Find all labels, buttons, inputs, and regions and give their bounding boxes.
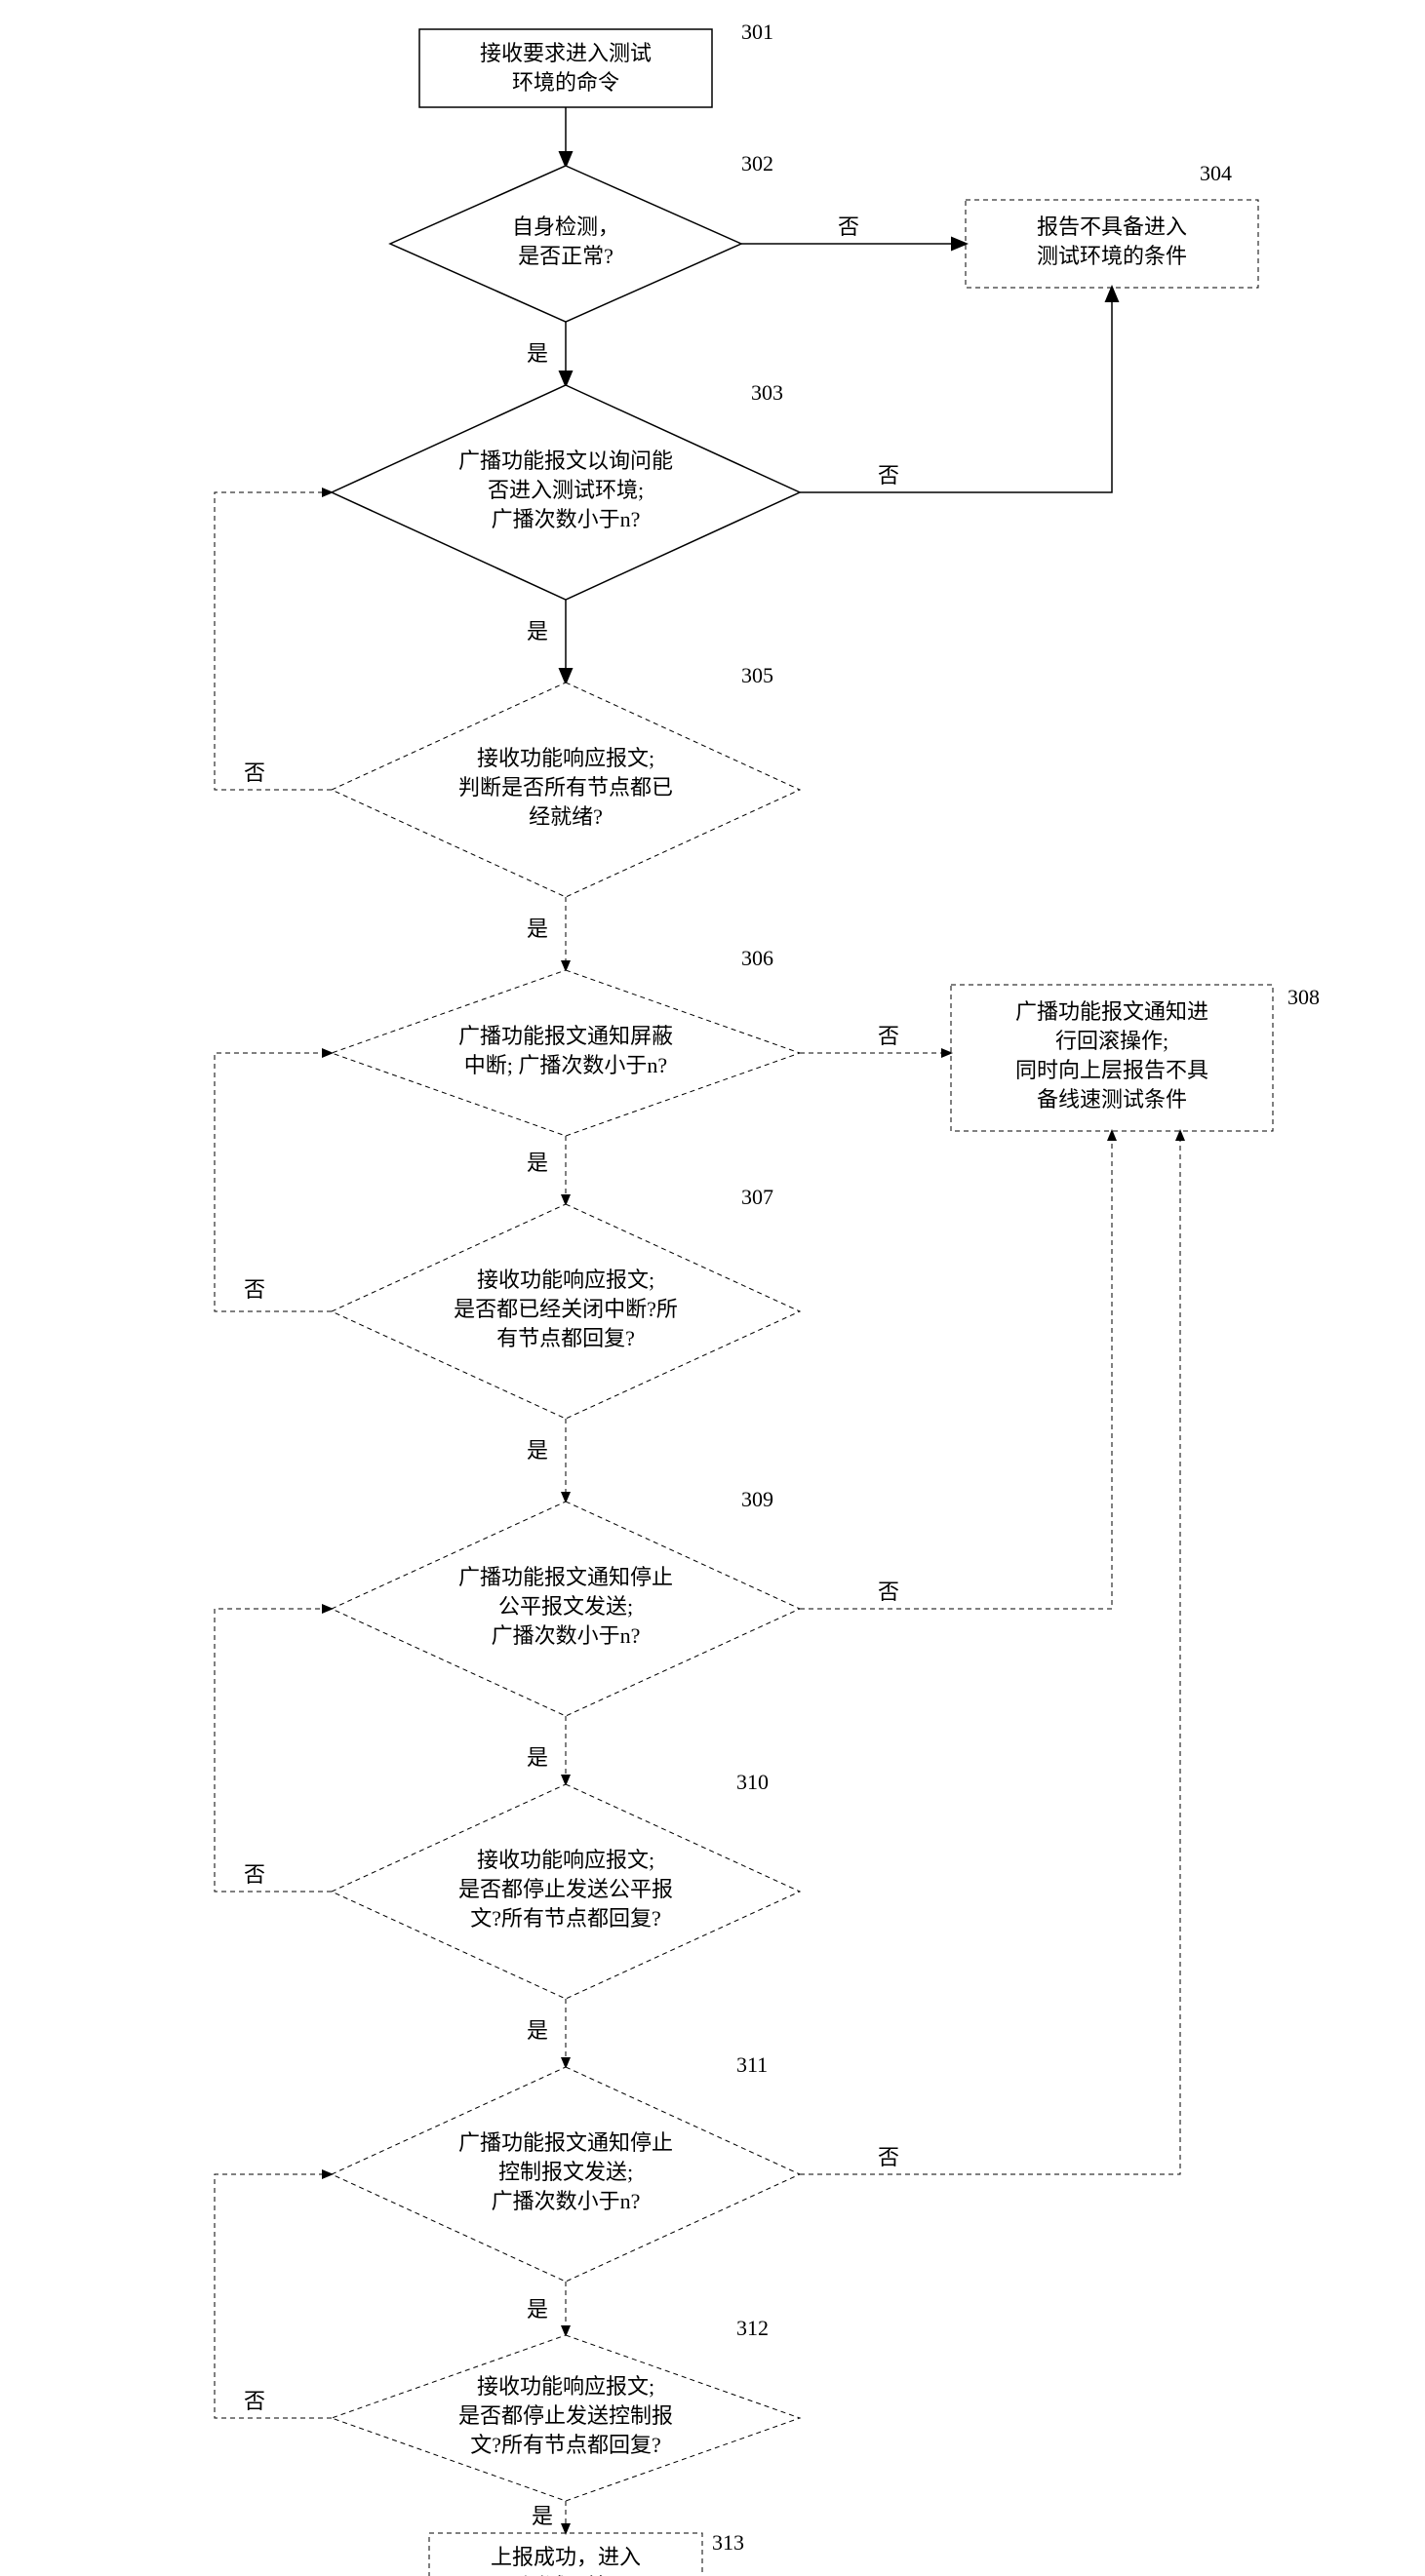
svg-text:广播功能报文通知进: 广播功能报文通知进 — [1015, 999, 1208, 1024]
node-303: 广播功能报文以询问能 否进入测试环境; 广播次数小于n? 303 — [332, 380, 800, 600]
svg-text:306: 306 — [741, 946, 773, 970]
svg-text:接收功能响应报文;: 接收功能响应报文; — [477, 2374, 654, 2399]
node-311: 广播功能报文通知停止 控制报文发送; 广播次数小于n? 311 — [332, 2052, 800, 2282]
svg-text:是: 是 — [527, 2018, 548, 2043]
svg-text:有节点都回复?: 有节点都回复? — [496, 1326, 635, 1350]
svg-text:是: 是 — [527, 917, 548, 941]
svg-text:文?所有节点都回复?: 文?所有节点都回复? — [470, 2433, 661, 2457]
svg-text:311: 311 — [736, 2052, 768, 2077]
svg-text:测试环境的条件: 测试环境的条件 — [1037, 244, 1187, 268]
node-306: 广播功能报文通知屏蔽 中断; 广播次数小于n? 306 — [332, 946, 800, 1136]
svg-text:行回滚操作;: 行回滚操作; — [1055, 1029, 1168, 1053]
svg-text:是: 是 — [532, 2504, 553, 2528]
svg-text:否: 否 — [244, 2389, 265, 2413]
svg-text:否进入测试环境;: 否进入测试环境; — [488, 478, 644, 502]
svg-text:303: 303 — [751, 380, 783, 405]
node-310: 接收功能响应报文; 是否都停止发送公平报 文?所有节点都回复? 310 — [332, 1770, 800, 1999]
svg-text:否: 否 — [244, 1862, 265, 1887]
node-312: 接收功能响应报文; 是否都停止发送控制报 文?所有节点都回复? 312 — [332, 2316, 800, 2501]
svg-text:是否正常?: 是否正常? — [518, 244, 614, 268]
node-313: 上报成功，进入 测试环境 313 — [429, 2530, 744, 2576]
svg-text:是: 是 — [527, 1151, 548, 1175]
node-302: 自身检测， 是否正常? 302 — [390, 151, 773, 322]
node-305: 接收功能响应报文; 判断是否所有节点都已 经就绪? 305 — [332, 663, 800, 897]
svg-text:是否都已经关闭中断?所: 是否都已经关闭中断?所 — [454, 1297, 678, 1321]
flowchart-canvas: 接收要求进入测试 环境的命令 301 自身检测， 是否正常? 302 否 是 报… — [0, 0, 1425, 2576]
svg-text:同时向上层报告不具: 同时向上层报告不具 — [1015, 1058, 1208, 1082]
svg-text:备线速测试条件: 备线速测试条件 — [1037, 1087, 1187, 1112]
svg-text:是否都停止发送控制报: 是否都停止发送控制报 — [458, 2403, 673, 2428]
svg-text:是: 是 — [527, 2297, 548, 2322]
svg-text:是: 是 — [527, 1745, 548, 1770]
svg-text:是: 是 — [527, 619, 548, 644]
node-301: 接收要求进入测试 环境的命令 301 — [419, 20, 773, 107]
svg-text:公平报文发送;: 公平报文发送; — [498, 1594, 633, 1619]
svg-text:否: 否 — [244, 1277, 265, 1302]
svg-text:中断; 广播次数小于n?: 中断; 广播次数小于n? — [464, 1053, 667, 1077]
svg-text:310: 310 — [736, 1770, 769, 1794]
svg-text:接收要求进入测试: 接收要求进入测试 — [480, 41, 652, 65]
svg-text:301: 301 — [741, 20, 773, 44]
svg-text:广播次数小于n?: 广播次数小于n? — [492, 2189, 641, 2213]
svg-text:广播功能报文通知屏蔽: 广播功能报文通知屏蔽 — [458, 1024, 673, 1048]
svg-text:控制报文发送;: 控制报文发送; — [498, 2160, 633, 2184]
node-307: 接收功能响应报文; 是否都已经关闭中断?所 有节点都回复? 307 — [332, 1185, 800, 1419]
svg-text:305: 305 — [741, 663, 773, 687]
svg-text:广播功能报文通知停止: 广播功能报文通知停止 — [458, 1565, 673, 1589]
svg-text:313: 313 — [712, 2530, 744, 2555]
svg-text:广播次数小于n?: 广播次数小于n? — [492, 1623, 641, 1648]
svg-text:312: 312 — [736, 2316, 769, 2340]
node-304: 报告不具备进入 测试环境的条件 304 — [966, 161, 1258, 288]
svg-text:广播功能报文以询问能: 广播功能报文以询问能 — [458, 449, 673, 473]
svg-text:307: 307 — [741, 1185, 773, 1209]
svg-text:309: 309 — [741, 1487, 773, 1511]
svg-text:否: 否 — [244, 761, 265, 785]
node-309: 广播功能报文通知停止 公平报文发送; 广播次数小于n? 309 — [332, 1487, 800, 1716]
svg-text:报告不具备进入: 报告不具备进入 — [1037, 215, 1187, 239]
svg-text:接收功能响应报文;: 接收功能响应报文; — [477, 1848, 654, 1872]
svg-text:否: 否 — [878, 1024, 899, 1048]
svg-text:判断是否所有节点都已: 判断是否所有节点都已 — [458, 775, 673, 800]
node-308: 广播功能报文通知进 行回滚操作; 同时向上层报告不具 备线速测试条件 308 — [951, 985, 1320, 1131]
svg-text:304: 304 — [1200, 161, 1232, 185]
svg-text:经就绪?: 经就绪? — [529, 804, 603, 829]
svg-text:否: 否 — [838, 215, 859, 239]
svg-text:接收功能响应报文;: 接收功能响应报文; — [477, 1268, 654, 1292]
svg-text:自身检测，: 自身检测， — [512, 215, 619, 239]
svg-text:是否都停止发送公平报: 是否都停止发送公平报 — [458, 1877, 673, 1901]
svg-text:接收功能响应报文;: 接收功能响应报文; — [477, 746, 654, 770]
svg-text:否: 否 — [878, 463, 899, 488]
svg-text:上报成功，进入: 上报成功，进入 — [491, 2545, 641, 2569]
svg-text:广播功能报文通知停止: 广播功能报文通知停止 — [458, 2130, 673, 2155]
svg-text:环境的命令: 环境的命令 — [512, 70, 619, 95]
svg-text:文?所有节点都回复?: 文?所有节点都回复? — [470, 1906, 661, 1931]
svg-text:是: 是 — [527, 341, 548, 366]
svg-text:302: 302 — [741, 151, 773, 176]
svg-text:广播次数小于n?: 广播次数小于n? — [492, 507, 641, 531]
svg-text:是: 是 — [527, 1438, 548, 1463]
svg-text:308: 308 — [1287, 985, 1320, 1009]
svg-text:否: 否 — [878, 2145, 899, 2169]
svg-text:否: 否 — [878, 1580, 899, 1604]
